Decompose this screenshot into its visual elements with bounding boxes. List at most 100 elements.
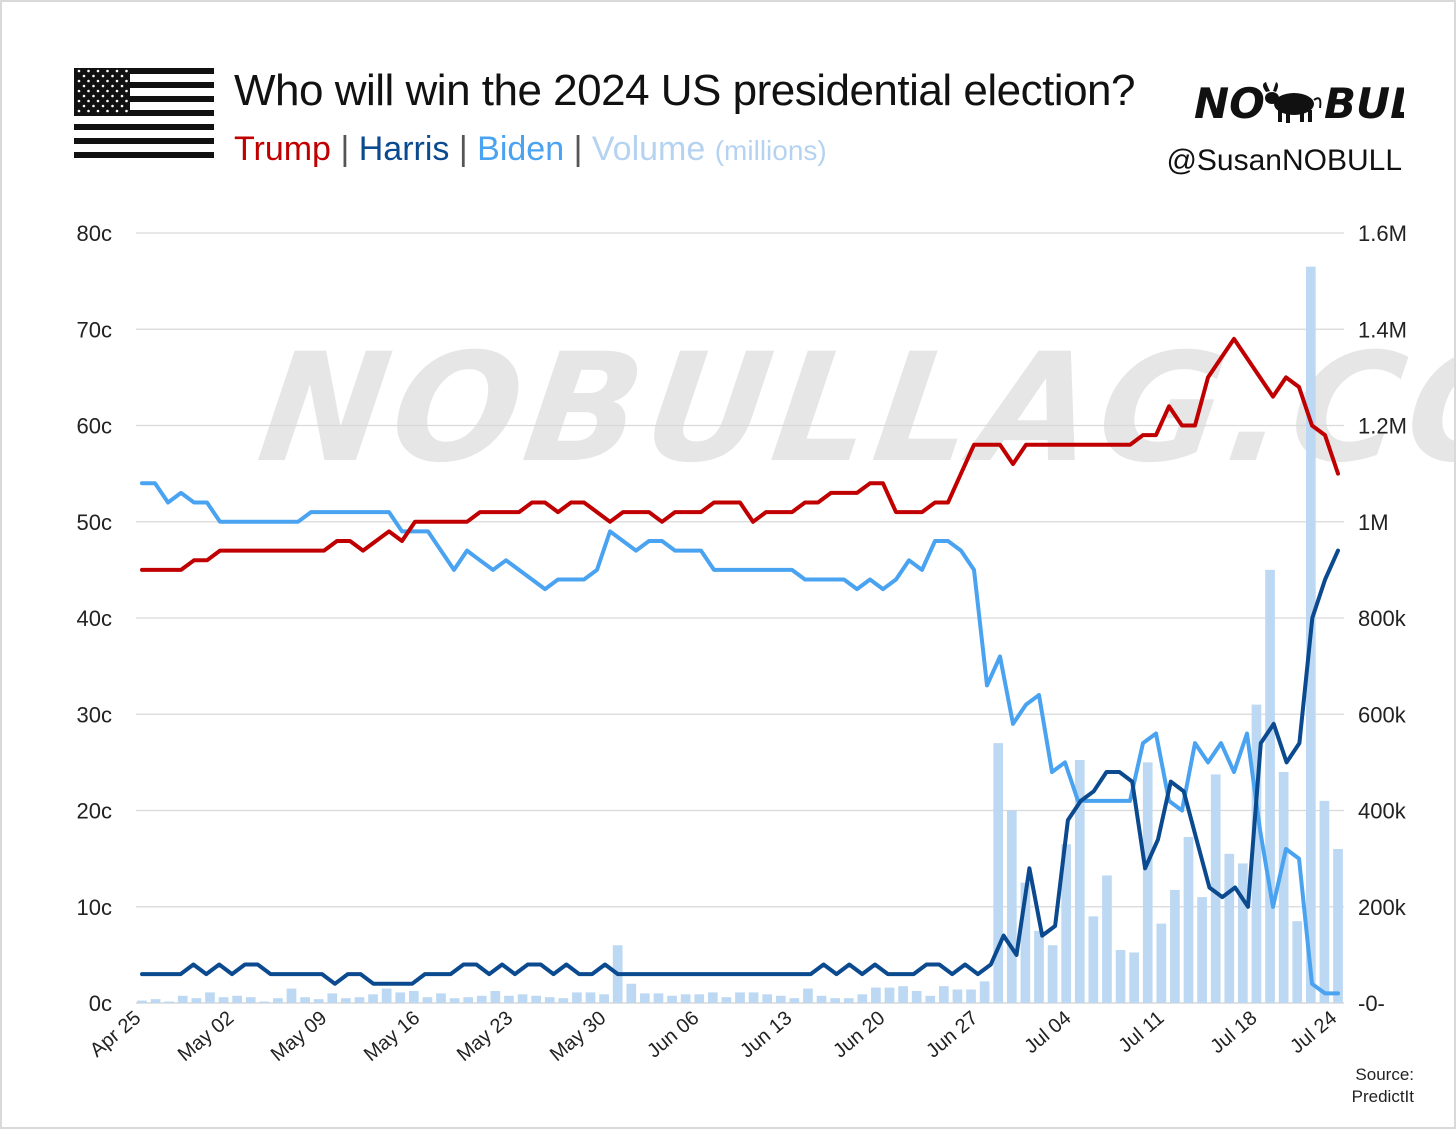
volume-bar bbox=[191, 998, 202, 1003]
volume-bar bbox=[1251, 704, 1262, 1003]
y-right-tick-label: 1.2M bbox=[1358, 414, 1407, 439]
y-left-tick-label: 70c bbox=[77, 317, 112, 342]
volume-bar bbox=[341, 998, 351, 1003]
volume-bar bbox=[164, 1001, 175, 1003]
volume-bar bbox=[1142, 762, 1153, 1003]
volume-bar bbox=[300, 997, 310, 1003]
x-tick-label: Jun 13 bbox=[736, 1007, 796, 1062]
volume-bar bbox=[504, 995, 514, 1003]
volume-bar bbox=[368, 994, 378, 1003]
y-right-tick-label: -0- bbox=[1358, 991, 1385, 1016]
volume-bar bbox=[381, 988, 392, 1003]
volume-bar bbox=[979, 981, 990, 1003]
y-right-tick-label: 1.6M bbox=[1358, 221, 1407, 246]
y-left-tick-label: 10c bbox=[77, 895, 112, 920]
volume-bar bbox=[137, 1000, 147, 1003]
volume-bar bbox=[1278, 772, 1289, 1003]
volume-bar bbox=[558, 998, 569, 1003]
volume-bar bbox=[1061, 844, 1072, 1003]
volume-bar bbox=[531, 995, 541, 1003]
legend-separator: | bbox=[340, 130, 350, 168]
volume-bar bbox=[775, 995, 786, 1003]
y-left-tick-label: 30c bbox=[77, 702, 112, 727]
volume-bar bbox=[1183, 836, 1194, 1003]
volume-bar bbox=[748, 992, 759, 1003]
volume-bar bbox=[544, 997, 555, 1003]
volume-bar bbox=[1197, 897, 1207, 1003]
x-tick-label: May 16 bbox=[360, 1007, 424, 1066]
volume-bar bbox=[735, 992, 745, 1003]
volume-bar bbox=[667, 995, 677, 1003]
volume-bar bbox=[1020, 882, 1031, 1003]
legend-biden: Biden bbox=[477, 130, 565, 168]
volume-bar bbox=[476, 995, 487, 1003]
series-line-harris bbox=[140, 548, 1340, 986]
volume-bar bbox=[286, 988, 297, 1003]
volume-bar bbox=[789, 998, 800, 1003]
volume-bar bbox=[150, 999, 161, 1003]
volume-bar bbox=[1102, 875, 1112, 1003]
y-right-tick-label: 800k bbox=[1358, 606, 1407, 631]
y-right-tick-label: 200k bbox=[1358, 895, 1407, 920]
volume-bar bbox=[449, 998, 460, 1003]
y-left-tick-label: 40c bbox=[77, 606, 112, 631]
volume-bar bbox=[1156, 923, 1167, 1003]
x-tick-label: Jul 18 bbox=[1206, 1007, 1261, 1058]
volume-bar bbox=[490, 990, 501, 1003]
volume-bar bbox=[1047, 945, 1058, 1003]
legend-trump: Trump bbox=[234, 130, 331, 168]
legend-volume-unit: (millions) bbox=[714, 135, 827, 166]
volume-bar bbox=[273, 998, 283, 1003]
x-tick-label: May 09 bbox=[267, 1007, 331, 1066]
x-tick-label: Jul 11 bbox=[1115, 1007, 1169, 1057]
volume-bar bbox=[1333, 849, 1343, 1003]
page-title: Who will win the 2024 US presidential el… bbox=[234, 66, 1136, 115]
volume-bar bbox=[436, 993, 446, 1003]
volume-bar bbox=[585, 992, 596, 1003]
brand-logo: NO BULL bbox=[1194, 79, 1404, 128]
legend-separator: | bbox=[458, 130, 468, 168]
volume-bar bbox=[463, 997, 474, 1003]
volume-bar bbox=[1088, 916, 1099, 1003]
source-note: Source: PredictIt bbox=[1352, 1064, 1414, 1108]
legend: Trump | Harris | Biden | Volume (million… bbox=[234, 130, 827, 169]
volume-bar bbox=[816, 995, 827, 1003]
volume-bar bbox=[1170, 889, 1180, 1003]
volume-bar bbox=[205, 992, 215, 1003]
volume-bar bbox=[1210, 774, 1221, 1003]
x-tick-label: Jun 27 bbox=[922, 1007, 982, 1062]
volume-bar bbox=[857, 994, 868, 1003]
x-tick-label: May 02 bbox=[174, 1007, 238, 1066]
x-tick-label: May 23 bbox=[453, 1007, 517, 1066]
x-tick-label: May 30 bbox=[546, 1007, 610, 1066]
y-left-tick-label: 60c bbox=[77, 414, 112, 439]
volume-bar bbox=[1006, 810, 1017, 1003]
volume-bar bbox=[218, 997, 229, 1003]
volume-bar bbox=[327, 993, 338, 1003]
volume-bar bbox=[1238, 863, 1248, 1003]
legend-volume: Volume bbox=[591, 130, 706, 168]
volume-bar bbox=[1115, 950, 1126, 1003]
volume-bar bbox=[245, 997, 256, 1003]
volume-bar bbox=[1129, 952, 1139, 1003]
volume-bar bbox=[1074, 759, 1085, 1003]
y-right-tick-label: 600k bbox=[1358, 702, 1407, 727]
volume-bar bbox=[830, 998, 840, 1003]
x-tick-label: Jun 20 bbox=[829, 1007, 889, 1062]
x-tick-label: Jun 06 bbox=[643, 1007, 703, 1062]
source-name: PredictIt bbox=[1351, 1087, 1414, 1106]
volume-bar bbox=[517, 994, 528, 1003]
volume-bar bbox=[993, 743, 1004, 1003]
volume-bar bbox=[1034, 930, 1044, 1003]
volume-bar bbox=[395, 992, 406, 1003]
y-left-tick-label: 80c bbox=[77, 221, 112, 246]
volume-bar bbox=[911, 990, 922, 1003]
bull-icon bbox=[1263, 82, 1322, 123]
legend-separator: | bbox=[573, 130, 583, 168]
legend-harris: Harris bbox=[358, 130, 450, 168]
volume-bar bbox=[898, 986, 908, 1003]
social-handle: @SusanNOBULL bbox=[1166, 144, 1402, 177]
y-right-tick-label: 1M bbox=[1358, 510, 1389, 535]
series-line-biden bbox=[140, 481, 1340, 996]
